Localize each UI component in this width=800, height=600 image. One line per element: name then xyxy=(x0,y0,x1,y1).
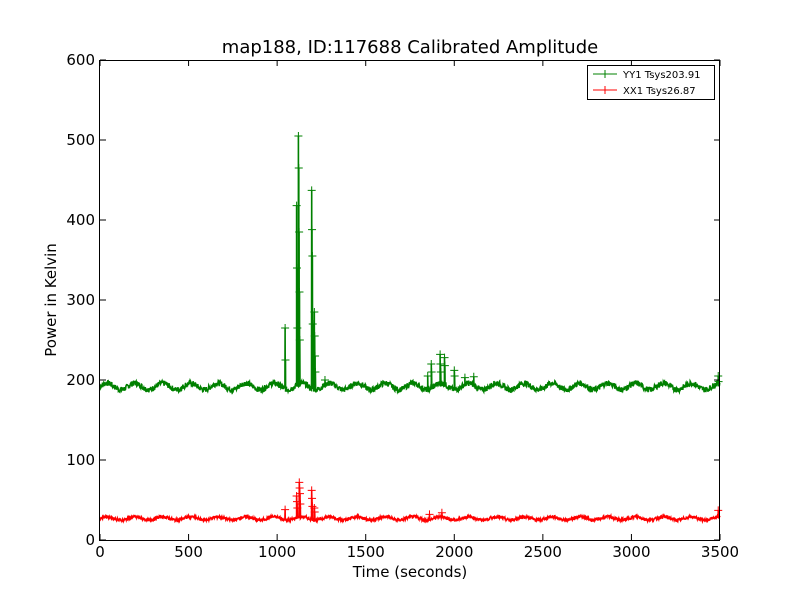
data-point-marker xyxy=(460,373,469,382)
data-point-marker xyxy=(295,228,304,236)
data-point-marker xyxy=(296,500,305,508)
series-line xyxy=(99,482,721,525)
data-point-marker xyxy=(307,486,316,495)
legend-marker-yy1 xyxy=(601,70,609,78)
data-point-marker xyxy=(295,336,304,344)
data-point-marker xyxy=(292,201,301,210)
data-point-marker xyxy=(294,132,303,140)
legend-label-xx1: XX1 Tsys26.87 xyxy=(623,86,696,97)
x-tick-label: 2000 xyxy=(435,543,473,561)
data-point-marker xyxy=(310,332,319,340)
data-point-marker xyxy=(320,376,329,384)
data-point-marker xyxy=(436,368,445,376)
x-tick-label: 3500 xyxy=(701,543,739,561)
data-point-marker xyxy=(440,353,449,362)
y-tick-label: 300 xyxy=(66,291,95,309)
data-point-marker xyxy=(427,368,436,376)
data-point-marker xyxy=(437,508,446,517)
data-point-marker xyxy=(310,308,319,316)
data-point-marker xyxy=(425,510,434,519)
data-point-marker xyxy=(440,361,449,370)
data-point-marker xyxy=(281,324,290,332)
y-axis-ticks: 0 100 200 300 400 500 600 xyxy=(66,51,720,549)
legend: YY1 Tsys203.91 XX1 Tsys26.87 xyxy=(587,65,715,100)
plot-series xyxy=(99,132,723,525)
y-tick-label: 500 xyxy=(66,131,95,149)
data-point-marker xyxy=(423,372,432,380)
data-point-marker xyxy=(294,164,303,172)
y-axis-label: Power in Kelvin xyxy=(42,243,60,357)
data-point-marker xyxy=(450,372,459,380)
data-point-marker xyxy=(308,252,317,260)
data-point-marker xyxy=(436,350,445,359)
data-point-marker xyxy=(308,502,317,511)
plot-frame xyxy=(99,60,720,541)
legend-entry-xx1: XX1 Tsys26.87 xyxy=(593,86,696,97)
data-point-marker xyxy=(295,288,304,296)
data-point-marker xyxy=(281,356,290,364)
y-tick-label: 200 xyxy=(66,371,95,389)
data-point-marker xyxy=(714,506,723,515)
data-point-marker xyxy=(295,489,304,498)
data-point-marker xyxy=(293,324,302,332)
data-point-marker xyxy=(308,320,317,328)
x-tick-label: 1500 xyxy=(347,543,385,561)
chart-title: map188, ID:117688 Calibrated Amplitude xyxy=(222,37,598,58)
data-point-marker xyxy=(292,264,301,272)
data-point-marker xyxy=(436,360,445,368)
x-axis-ticks: 0 500 1000 1500 2000 2500 3000 3500 xyxy=(95,60,739,561)
x-tick-label: 1000 xyxy=(258,543,296,561)
data-point-marker xyxy=(307,186,316,195)
x-tick-label: 3000 xyxy=(612,543,650,561)
data-point-marker xyxy=(310,508,319,516)
x-tick-label: 2500 xyxy=(524,543,562,561)
data-point-marker xyxy=(469,372,478,381)
series-1 xyxy=(99,478,723,525)
data-point-marker xyxy=(714,377,723,386)
data-point-marker xyxy=(311,368,320,376)
legend-entry-yy1: YY1 Tsys203.91 xyxy=(593,70,701,81)
legend-box xyxy=(587,65,715,100)
data-point-marker xyxy=(308,494,317,503)
y-tick-label: 100 xyxy=(66,451,95,469)
data-point-marker xyxy=(311,352,320,360)
series-0 xyxy=(99,132,723,395)
data-point-marker xyxy=(281,505,290,514)
series-line xyxy=(99,135,721,395)
data-point-marker xyxy=(308,225,317,234)
x-tick-label: 500 xyxy=(174,543,203,561)
legend-label-yy1: YY1 Tsys203.91 xyxy=(622,70,701,81)
x-axis-label: Time (seconds) xyxy=(352,563,468,581)
y-tick-label: 600 xyxy=(66,51,95,69)
legend-marker-xx1 xyxy=(601,86,609,94)
y-tick-label: 400 xyxy=(66,211,95,229)
data-point-marker xyxy=(427,360,436,368)
y-tick-label: 0 xyxy=(85,531,95,549)
x-tick-label: 0 xyxy=(95,543,105,561)
